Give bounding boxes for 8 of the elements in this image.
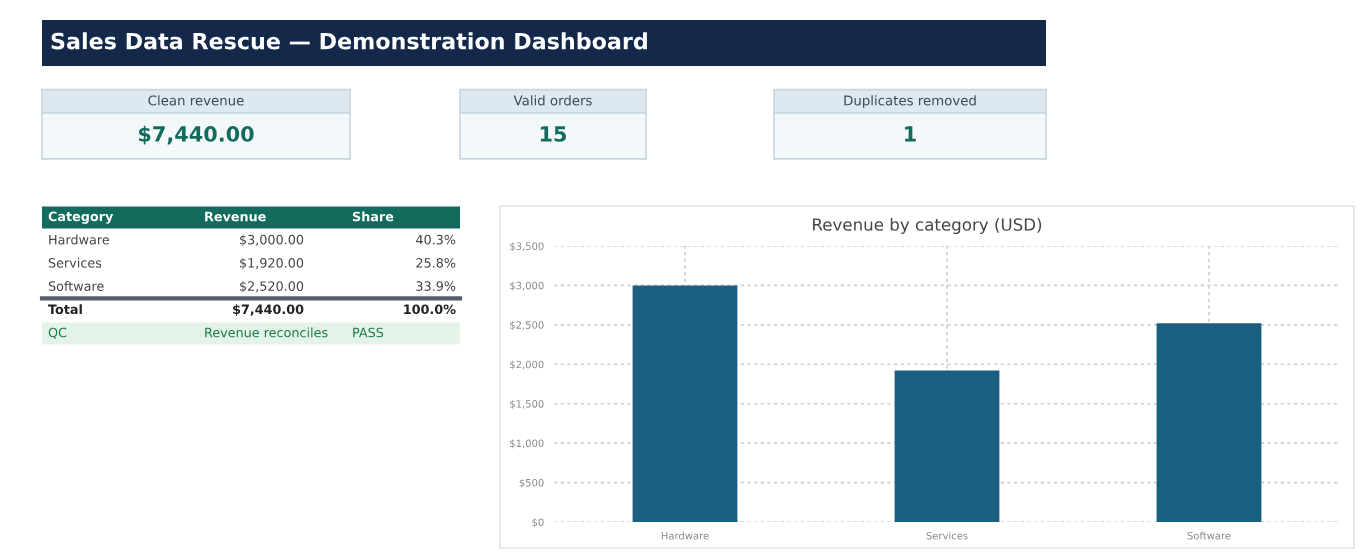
text: Sales Data Rescue — Demonstration Dashboard <box>51 32 647 50</box>
text: 1 <box>905 126 916 142</box>
bar <box>894 370 1000 522</box>
bar <box>632 285 738 522</box>
text: 15 <box>540 126 567 142</box>
chart-title: Revenue by category (USD) <box>813 217 1042 235</box>
bar <box>1156 323 1262 522</box>
text: $7,440.00 <box>138 125 254 145</box>
